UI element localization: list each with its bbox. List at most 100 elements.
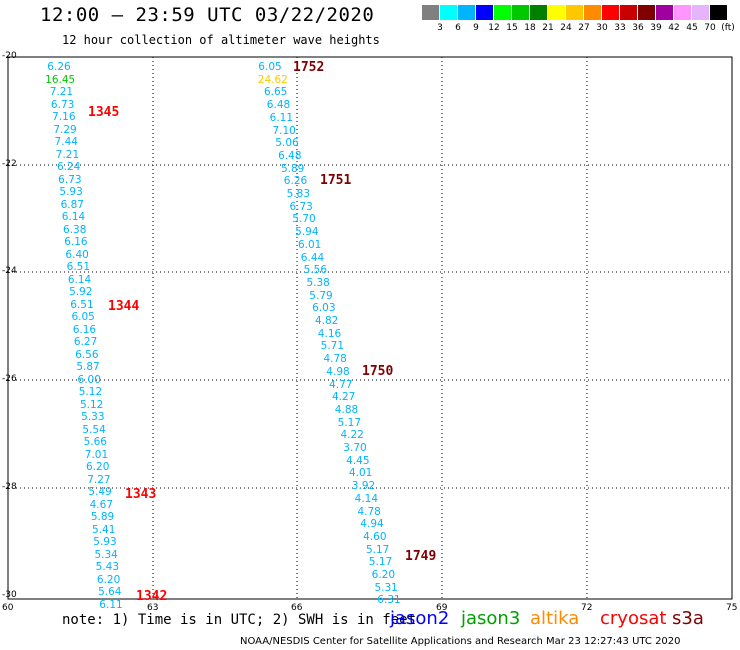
wave-height-value: 7.29 <box>53 123 77 136</box>
lat-tick-label: -30 <box>2 590 17 600</box>
lat-tick-label: -28 <box>2 482 17 492</box>
lat-tick-label: -22 <box>2 159 17 169</box>
legend-tick-label: 18 <box>524 23 536 33</box>
wave-height-value: 4.88 <box>334 403 359 416</box>
wave-height-value: 6.20 <box>371 569 396 581</box>
wave-height-value: 4.01 <box>348 467 373 480</box>
legend-swatch <box>710 5 727 20</box>
wave-height-value: 6.14 <box>67 273 92 286</box>
legend-swatch <box>458 5 475 20</box>
satellite-altika: altika <box>530 608 580 629</box>
wave-height-value: 4.82 <box>314 315 339 327</box>
wave-height-value: 5.92 <box>69 286 93 298</box>
wave-height-value: 6.26 <box>283 175 308 188</box>
legend-swatch <box>602 5 619 20</box>
lon-tick-label: 72 <box>581 603 593 613</box>
wave-height-value: 7.01 <box>84 448 109 461</box>
legend-tick-label: 42 <box>668 23 680 33</box>
wave-height-value: 6.40 <box>65 248 89 261</box>
legend-swatch <box>476 5 493 20</box>
wave-height-value: 5.93 <box>59 186 83 198</box>
legend-swatch <box>548 5 565 20</box>
legend-tick-label: 45 <box>686 23 698 33</box>
legend-tick-label: (ft) <box>721 23 735 33</box>
wave-height-value: 6.44 <box>300 251 325 264</box>
wave-height-value: 6.03 <box>312 302 336 315</box>
wave-height-value: 6.01 <box>297 238 322 251</box>
legend-swatch <box>620 5 637 20</box>
legend-tick-label: 21 <box>542 23 554 33</box>
wave-height-value: 5.64 <box>98 586 122 598</box>
pass-time-label: 1751 <box>320 173 352 188</box>
legend-tick-label: 36 <box>632 23 644 33</box>
pass-time-label: 1343 <box>125 487 157 502</box>
wave-height-value: 5.93 <box>93 536 117 548</box>
wave-height-value: 6.16 <box>64 236 88 248</box>
wave-height-value: 5.66 <box>83 436 107 448</box>
legend-swatch <box>656 5 673 20</box>
wave-height-value: 4.98 <box>326 365 350 378</box>
wave-height-value: 5.12 <box>78 386 103 398</box>
legend-tick-label: 70 <box>704 23 716 33</box>
legend-tick-label: 12 <box>488 23 500 33</box>
wave-height-value: 4.16 <box>317 327 342 340</box>
satellite-cryosat: cryosat <box>600 608 667 629</box>
wave-height-value: 7.10 <box>272 124 296 137</box>
legend-swatch <box>440 5 457 20</box>
wave-height-value: 5.56 <box>303 264 328 277</box>
wave-height-value: 6.73 <box>289 200 313 213</box>
legend-tick-label: 3 <box>437 23 443 33</box>
wave-height-value: 6.38 <box>63 223 87 236</box>
wave-height-value: 7.21 <box>55 148 80 161</box>
legend-swatch <box>584 5 601 20</box>
legend-swatch <box>494 5 511 20</box>
pass-time-label: 1345 <box>88 105 120 120</box>
pass-time-label: 1342 <box>136 589 168 604</box>
wave-height-value: 5.34 <box>94 548 118 561</box>
grid-lines <box>8 57 732 599</box>
wave-height-value: 5.79 <box>309 289 333 302</box>
wave-height-value: 4.67 <box>89 498 114 511</box>
wave-height-value: 6.20 <box>96 573 121 586</box>
wave-height-value: 5.17 <box>365 543 390 556</box>
wave-height-value: 4.14 <box>354 492 379 505</box>
wave-height-value: 4.22 <box>340 429 364 442</box>
wave-height-value: 5.06 <box>275 137 299 150</box>
wave-height-value: 6.11 <box>99 598 123 611</box>
wave-height-value: 5.17 <box>337 416 362 429</box>
wave-height-value: 24.62 <box>257 73 288 86</box>
wave-height-value: 4.78 <box>357 505 381 518</box>
wave-height-value: 5.17 <box>368 556 393 569</box>
wave-height-value: 7.16 <box>52 111 76 123</box>
wave-height-value: 5.41 <box>92 523 116 536</box>
wave-height-value: 4.45 <box>346 454 370 467</box>
satellite-jason2: jason2 <box>390 608 450 629</box>
wave-height-value: 4.94 <box>360 518 384 531</box>
wave-height-value: 6.05 <box>258 61 282 73</box>
legend-tick-label: 30 <box>596 23 608 33</box>
legend-tick-label: 6 <box>455 23 461 33</box>
wave-height-value: 5.43 <box>95 561 120 573</box>
lon-tick-label: 69 <box>436 603 448 613</box>
wave-height-value: 4.77 <box>329 378 353 391</box>
wave-height-value: 3.92 <box>351 480 376 493</box>
legend-tick-label: 15 <box>506 23 518 33</box>
wave-height-value: 4.27 <box>331 391 356 404</box>
pass-time-label: 1344 <box>108 299 140 314</box>
wave-height-value: 5.54 <box>82 423 106 436</box>
wave-height-value: 3.70 <box>343 442 367 454</box>
legend-tick-label: 9 <box>473 23 479 33</box>
wave-height-value: 6.31 <box>377 594 401 607</box>
wave-height-value: 4.60 <box>363 530 387 543</box>
credit-line: NOAA/NESDIS Center for Satellite Applica… <box>240 636 681 647</box>
wave-height-value: 6.87 <box>60 198 84 211</box>
wave-height-value: 6.65 <box>263 86 288 99</box>
wave-height-value: 6.20 <box>85 461 110 473</box>
wave-height-value: 7.44 <box>54 136 78 148</box>
legend-tick-label: 39 <box>650 23 662 33</box>
legend-swatch <box>530 5 547 20</box>
wave-height-value: 5.71 <box>320 340 345 353</box>
wave-height-value: 6.73 <box>58 173 82 186</box>
legend-tick-label: 33 <box>614 23 626 33</box>
wave-height-value: 5.33 <box>81 411 105 423</box>
